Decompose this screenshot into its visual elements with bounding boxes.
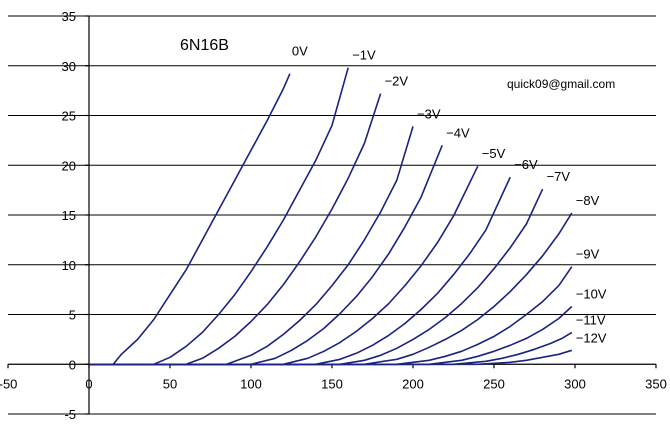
series-line	[89, 165, 479, 366]
y-tick-label: -5	[64, 407, 76, 422]
series-label: −9V	[576, 247, 600, 262]
x-tick-label: 250	[483, 376, 505, 391]
series-label: −12V	[576, 330, 607, 345]
x-tick-label: 200	[402, 376, 424, 391]
series-line	[89, 73, 291, 366]
series-line	[89, 67, 349, 366]
series-label: −7V	[547, 169, 571, 184]
series-label: −10V	[576, 287, 607, 302]
series-line	[89, 212, 573, 366]
series-line	[89, 93, 382, 366]
y-tick-label: 35	[62, 9, 76, 24]
series-label: −5V	[482, 146, 506, 161]
series-lines	[89, 67, 573, 366]
series-label: −8V	[576, 193, 600, 208]
series-line	[89, 144, 443, 366]
series-label: 0V	[292, 44, 308, 59]
series-line	[89, 188, 544, 366]
series-line	[89, 176, 511, 366]
y-tick-label: 20	[62, 158, 76, 173]
series-line	[89, 126, 414, 366]
series-line	[89, 349, 573, 366]
x-tick-label: 350	[645, 376, 667, 391]
x-tick-label: 300	[564, 376, 586, 391]
series-label: −4V	[446, 125, 470, 140]
x-tick-label: 100	[240, 376, 262, 391]
y-tick-label: 0	[69, 357, 76, 372]
series-label: −2V	[385, 74, 409, 89]
series-labels: 0V −1V −2V −3V −4V −5V −6V −7V −8V −9V −10V −11V −12…	[292, 44, 607, 346]
x-tick-label: 0	[85, 376, 92, 391]
chart-title: 6N16B	[180, 37, 229, 54]
series-label: −1V	[352, 48, 376, 63]
series-label: −11V	[576, 312, 606, 327]
series-line	[89, 331, 573, 366]
y-tick-label: 5	[69, 308, 76, 323]
series-line	[89, 305, 573, 366]
series-line	[89, 266, 573, 366]
x-tick-label: 50	[163, 376, 177, 391]
series-label: −3V	[417, 106, 441, 121]
y-tick-label: 15	[62, 208, 76, 223]
series-label: −6V	[514, 157, 538, 172]
author-email-annotation: quick09@gmail.com	[507, 77, 615, 91]
y-tick-label: 25	[62, 109, 76, 124]
x-tick-label: -50	[0, 376, 17, 391]
y-tick-label: 30	[62, 59, 76, 74]
x-tick-label: 150	[321, 376, 343, 391]
gridlines	[8, 15, 656, 415]
y-tick-label: 10	[62, 258, 76, 273]
